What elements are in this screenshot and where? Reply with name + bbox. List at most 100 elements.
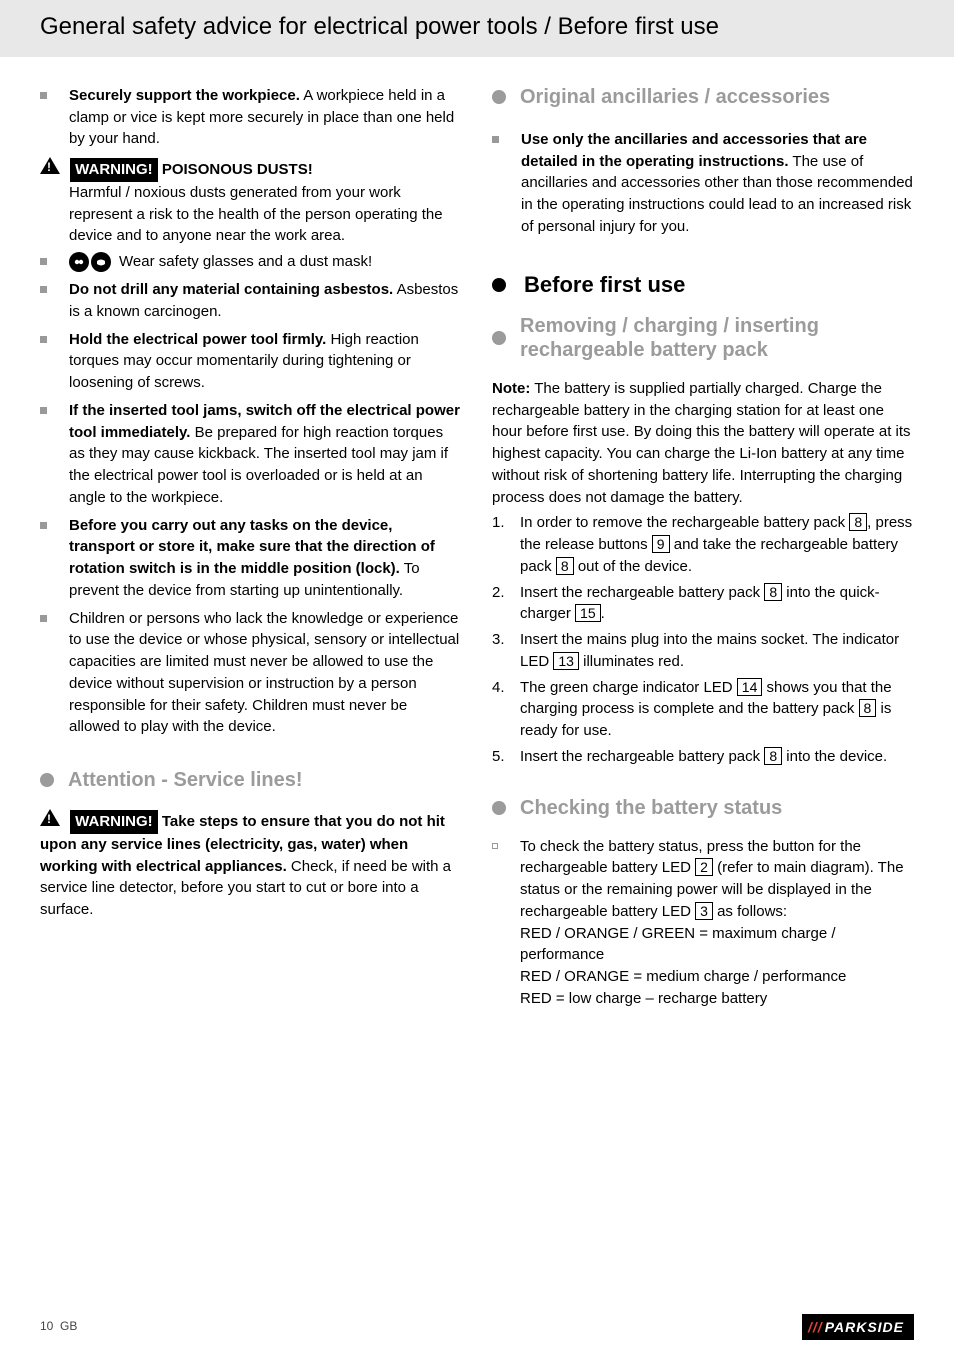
- list-item: Hold the electrical power tool firmly. H…: [40, 329, 462, 394]
- section-title: Original ancillaries / accessories: [520, 85, 830, 109]
- body-text: Wear safety glasses and a dust mask!: [119, 251, 372, 273]
- page-number: 10 GB: [40, 1318, 77, 1335]
- item-text: Wear safety glasses and a dust mask!: [69, 251, 462, 273]
- led-line: RED = low charge – recharge battery: [520, 990, 767, 1007]
- bullet-icon: [40, 92, 47, 99]
- step-text: The green charge indicator LED 14 shows …: [520, 677, 914, 742]
- bold-text: Securely support the workpiece.: [69, 87, 300, 104]
- page-title: General safety advice for electrical pow…: [40, 10, 914, 45]
- ref-box: 8: [859, 699, 877, 717]
- dust-mask-icon: [91, 252, 111, 272]
- warning-block: WARNING! POISONOUS DUSTS! Harmful / noxi…: [40, 156, 462, 247]
- warning-badge: WARNING!: [70, 810, 158, 834]
- section-title: Removing / charging / inserting recharge…: [520, 314, 914, 362]
- warning-triangle-icon: [40, 157, 60, 174]
- t: out of the device.: [574, 558, 692, 575]
- list-item: 5. Insert the rechargeable battery pack …: [492, 746, 914, 768]
- list-item: Wear safety glasses and a dust mask!: [40, 251, 462, 273]
- ref-box: 8: [849, 513, 867, 531]
- warning-block: WARNING! Take steps to ensure that you d…: [40, 808, 462, 921]
- bullet-icon: [40, 615, 47, 622]
- section-heading: Attention - Service lines!: [40, 768, 462, 792]
- list-item: Before you carry out any tasks on the de…: [40, 515, 462, 602]
- section-title: Attention - Service lines!: [68, 768, 303, 792]
- item-text: Do not drill any material containing asb…: [69, 279, 462, 323]
- section-title: Checking the battery status: [520, 796, 782, 820]
- item-text: Before you carry out any tasks on the de…: [69, 515, 462, 602]
- t: illuminates red.: [579, 653, 684, 670]
- section-heading: Checking the battery status: [492, 796, 914, 820]
- content-columns: Securely support the workpiece. A workpi…: [0, 85, 954, 1016]
- step-text: Insert the rechargeable battery pack 8 i…: [520, 582, 914, 626]
- section-dot-icon: [492, 331, 506, 345]
- item-text: Securely support the workpiece. A workpi…: [69, 85, 462, 150]
- section-dot-icon: [40, 773, 54, 787]
- ref-box: 8: [764, 747, 782, 765]
- warning-badge: WARNING!: [70, 158, 158, 182]
- ref-box: 8: [556, 557, 574, 575]
- step-number: 4.: [492, 677, 520, 742]
- ref-box: 14: [737, 678, 763, 696]
- list-item: To check the battery status, press the b…: [492, 836, 914, 1010]
- warning-body: Harmful / noxious dusts generated from y…: [40, 182, 462, 247]
- led-line: RED / ORANGE / GREEN = maximum charge / …: [520, 925, 836, 964]
- page-header: General safety advice for electrical pow…: [0, 0, 954, 57]
- ref-box: 3: [695, 902, 713, 920]
- section-dot-icon: [492, 90, 506, 104]
- step-text: Insert the mains plug into the mains soc…: [520, 629, 914, 673]
- safety-icons: [69, 252, 111, 272]
- section-dot-icon: [492, 801, 506, 815]
- bullet-icon: [40, 286, 47, 293]
- t: as follows:: [713, 903, 787, 920]
- list-item: 1. In order to remove the rechargeable b…: [492, 512, 914, 577]
- safety-glasses-icon: [69, 252, 89, 272]
- step-number: 2.: [492, 582, 520, 626]
- t: In order to remove the rechargeable batt…: [520, 514, 849, 531]
- list-item: Securely support the workpiece. A workpi…: [40, 85, 462, 150]
- ref-box: 13: [553, 652, 579, 670]
- bold-text: Before you carry out any tasks on the de…: [69, 517, 435, 578]
- step-text: In order to remove the rechargeable batt…: [520, 512, 914, 577]
- item-text: To check the battery status, press the b…: [520, 836, 914, 1010]
- brand-name: PARKSIDE: [825, 1319, 904, 1335]
- body-text: Harmful / noxious dusts generated from y…: [69, 184, 443, 245]
- t: into the device.: [782, 748, 887, 765]
- list-item: 2. Insert the rechargeable battery pack …: [492, 582, 914, 626]
- page-num: 10: [40, 1319, 53, 1333]
- bold-text: Do not drill any material containing asb…: [69, 281, 393, 298]
- brand-badge: ///PARKSIDE: [802, 1314, 914, 1340]
- ref-box: 15: [575, 604, 601, 622]
- step-text: Insert the rechargeable battery pack 8 i…: [520, 746, 887, 768]
- left-column: Securely support the workpiece. A workpi…: [40, 85, 462, 1016]
- item-text: Use only the ancillaries and accessories…: [521, 129, 914, 238]
- bullet-icon: [492, 843, 498, 849]
- brand-slashes: ///: [808, 1319, 823, 1335]
- note-paragraph: Note: The battery is supplied partially …: [492, 378, 914, 509]
- list-item: Use only the ancillaries and accessories…: [492, 129, 914, 238]
- list-item: 4. The green charge indicator LED 14 sho…: [492, 677, 914, 742]
- region-code: GB: [60, 1319, 77, 1333]
- step-number: 1.: [492, 512, 520, 577]
- body-text: Children or persons who lack the knowled…: [69, 610, 459, 736]
- bullet-icon: [40, 522, 47, 529]
- list-item: If the inserted tool jams, switch off th…: [40, 400, 462, 509]
- body-text: The battery is supplied partially charge…: [492, 380, 911, 506]
- step-number: 3.: [492, 629, 520, 673]
- bold-text: POISONOUS DUSTS!: [162, 161, 313, 178]
- step-number: 5.: [492, 746, 520, 768]
- bullet-icon: [40, 407, 47, 414]
- item-text: Children or persons who lack the knowled…: [69, 608, 462, 739]
- t: Insert the rechargeable battery pack: [520, 748, 764, 765]
- list-item: Do not drill any material containing asb…: [40, 279, 462, 323]
- ref-box: 8: [764, 583, 782, 601]
- list-item: Children or persons who lack the knowled…: [40, 608, 462, 739]
- t: Insert the rechargeable battery pack: [520, 584, 764, 601]
- main-section-heading: Before first use: [492, 272, 914, 298]
- bold-text: Note:: [492, 380, 530, 397]
- section-dot-icon: [492, 278, 506, 292]
- warning-triangle-icon: [40, 809, 60, 826]
- bullet-icon: [40, 336, 47, 343]
- right-column: Original ancillaries / accessories Use o…: [492, 85, 914, 1016]
- ref-box: 9: [652, 535, 670, 553]
- section-title: Before first use: [524, 272, 685, 298]
